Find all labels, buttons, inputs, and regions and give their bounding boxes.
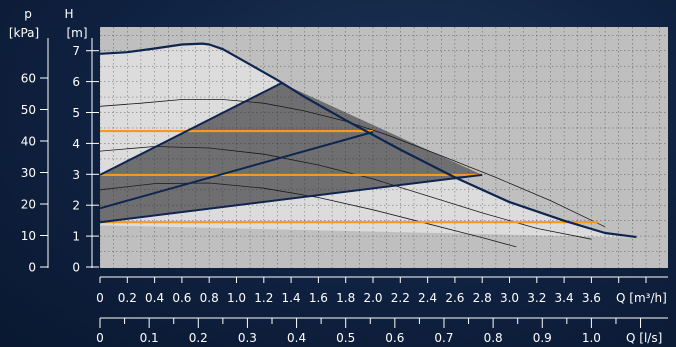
flow-m3h-tick-label: 3.4 bbox=[555, 291, 574, 305]
head-tick-label: 2 bbox=[72, 199, 80, 213]
flow-ls-tick-label: 1.0 bbox=[582, 331, 601, 345]
flow-m3h-axis-unit: Q [m³/h] bbox=[616, 291, 667, 305]
flow-ls-tick-label: 0.9 bbox=[533, 331, 552, 345]
flow-ls-tick-label: 0.6 bbox=[385, 331, 404, 345]
max-performance-curve bbox=[99, 42, 637, 239]
flow-m3h-tick-label: 0.8 bbox=[200, 291, 219, 305]
speed-curve-2 bbox=[99, 146, 592, 240]
flow-ls-axis-unit: Q [l/s] bbox=[626, 331, 662, 345]
pressure-tick-label: 50 bbox=[21, 103, 36, 117]
pressure-tick-label: 60 bbox=[21, 72, 36, 86]
head-tick-label: 3 bbox=[72, 168, 80, 182]
head-tick-label: 7 bbox=[72, 44, 80, 58]
pressure-axis-symbol: p bbox=[24, 7, 32, 21]
flow-ls-tick-label: 0.7 bbox=[434, 331, 453, 345]
plot-area bbox=[99, 27, 668, 268]
flow-m3h-tick-label: 1.0 bbox=[227, 291, 246, 305]
flow-m3h-tick-label: 2.2 bbox=[391, 291, 410, 305]
flow-m3h-tick-label: 0.4 bbox=[145, 291, 164, 305]
flow-ls-tick-label: 0.3 bbox=[238, 331, 257, 345]
flow-ls-tick-label: 0.8 bbox=[484, 331, 503, 345]
flow-m3h-tick-label: 3.2 bbox=[527, 291, 546, 305]
flow-m3h-tick-label: 1.2 bbox=[254, 291, 273, 305]
pressure-tick-label: 20 bbox=[21, 198, 36, 212]
head-tick-label: 1 bbox=[72, 230, 80, 244]
flow-m3h-tick-label: 0.6 bbox=[172, 291, 191, 305]
flow-m3h-tick-label: 0.2 bbox=[118, 291, 137, 305]
head-tick-label: 6 bbox=[72, 75, 80, 89]
flow-ls-tick-label: 0.4 bbox=[287, 331, 306, 345]
pressure-tick-label: 30 bbox=[21, 166, 36, 180]
head-tick-label: 0 bbox=[72, 261, 80, 275]
proportional-line-1 bbox=[99, 82, 282, 176]
flow-m3h-tick-label: 2.6 bbox=[445, 291, 464, 305]
speed-curve-1 bbox=[99, 99, 606, 228]
flow-ls-tick-label: 0.2 bbox=[189, 331, 208, 345]
flow-m3h-tick-label: 1.4 bbox=[282, 291, 301, 305]
flow-m3h-tick-label: 2.8 bbox=[473, 291, 492, 305]
axes: 0 10 20 30 40 50 60 0 1 2 3 4 5 6 7 0 0.2 0.4 0.6 0.8 1.0 1.2… bbox=[21, 38, 668, 345]
proportional-line-3 bbox=[99, 173, 483, 224]
flow-m3h-tick-label: 3.6 bbox=[582, 291, 601, 305]
speed-curve-3 bbox=[99, 182, 517, 248]
flow-ls-tick-label: 0.5 bbox=[336, 331, 355, 345]
head-axis-symbol: H bbox=[64, 7, 73, 21]
pressure-tick-label: 0 bbox=[28, 261, 36, 275]
head-tick-label: 5 bbox=[72, 106, 80, 120]
flow-ls-tick-label: 0 bbox=[96, 331, 104, 345]
pressure-tick-label: 10 bbox=[21, 229, 36, 243]
pressure-tick-label: 40 bbox=[21, 135, 36, 149]
flow-ls-tick-label: 0.1 bbox=[140, 331, 159, 345]
flow-m3h-tick-label: 0 bbox=[96, 291, 104, 305]
flow-m3h-tick-label: 3.0 bbox=[500, 291, 519, 305]
pressure-axis-unit: [kPa] bbox=[9, 26, 39, 40]
flow-m3h-tick-label: 1.6 bbox=[309, 291, 328, 305]
flow-m3h-tick-label: 2.4 bbox=[418, 291, 437, 305]
flow-m3h-tick-label: 1.8 bbox=[336, 291, 355, 305]
flow-m3h-tick-label: 2.0 bbox=[363, 291, 382, 305]
head-tick-label: 4 bbox=[72, 137, 80, 151]
proportional-line-2 bbox=[99, 131, 374, 210]
head-axis-unit: [m] bbox=[66, 26, 87, 40]
